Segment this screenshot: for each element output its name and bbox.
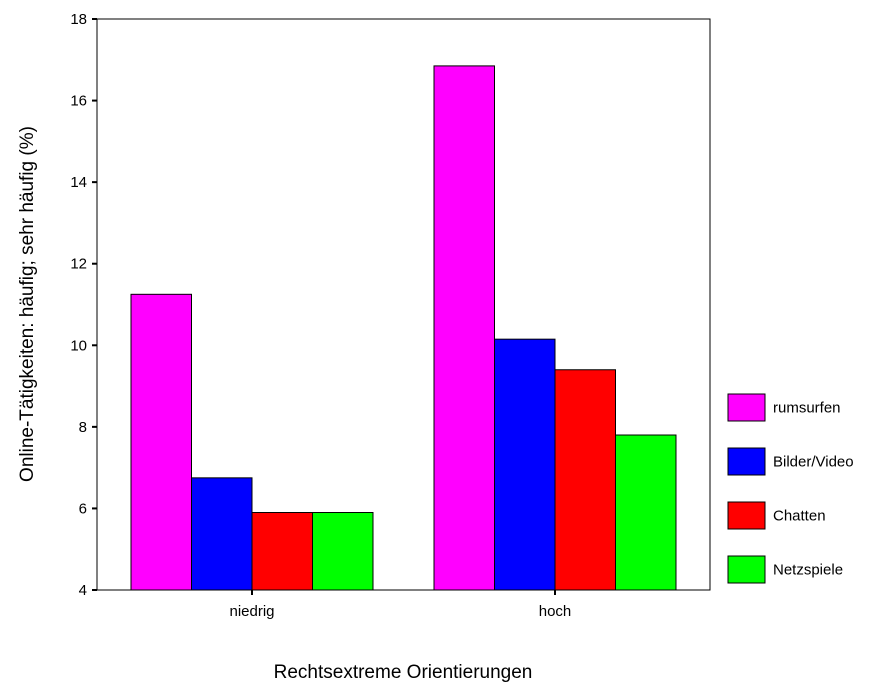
y-tick-label: 6 bbox=[79, 500, 87, 517]
bar-niedrig-rumsurfen bbox=[130, 293, 192, 591]
x-category-label: hoch bbox=[539, 603, 572, 620]
legend-swatch bbox=[727, 555, 766, 584]
plot-frame bbox=[96, 18, 711, 591]
y-tick-label: 12 bbox=[70, 256, 87, 273]
y-tick-label: 18 bbox=[70, 11, 87, 28]
y-tick-label: 10 bbox=[70, 337, 87, 354]
x-axis-title: Rechtsextreme Orientierungen bbox=[274, 662, 533, 683]
legend-label: rumsurfen bbox=[773, 400, 841, 417]
x-category-label: niedrig bbox=[229, 603, 274, 620]
legend-label: Bilder/Video bbox=[773, 454, 854, 471]
bar-niedrig-chatten bbox=[251, 512, 313, 591]
legend-swatch bbox=[727, 501, 766, 530]
legend: rumsurfen Bilder/Video Chatten Netzspiele bbox=[727, 393, 854, 584]
y-tick-label: 16 bbox=[70, 93, 87, 110]
legend-label: Netzspiele bbox=[773, 562, 843, 579]
legend-swatch bbox=[727, 447, 766, 476]
legend-swatch bbox=[727, 393, 766, 422]
y-axis: 4 6 8 10 12 14 16 18 bbox=[70, 11, 97, 599]
legend-label: Chatten bbox=[773, 508, 826, 525]
bar-hoch-netzspiele bbox=[615, 434, 677, 591]
y-tick-label: 14 bbox=[70, 174, 87, 191]
bar-hoch-chatten bbox=[554, 369, 616, 591]
bar-hoch-bildervideo bbox=[494, 338, 556, 591]
y-tick-label: 4 bbox=[79, 582, 87, 599]
bar-niedrig-netzspiele bbox=[312, 512, 374, 591]
bar-niedrig-bildervideo bbox=[191, 477, 253, 591]
y-tick-label: 8 bbox=[79, 419, 87, 436]
bars bbox=[130, 65, 677, 591]
bar-hoch-rumsurfen bbox=[433, 65, 495, 591]
x-axis: niedrig hoch bbox=[229, 590, 571, 620]
y-axis-title: Online-Tätigkeiten: häufig; sehr häufig … bbox=[17, 126, 38, 482]
